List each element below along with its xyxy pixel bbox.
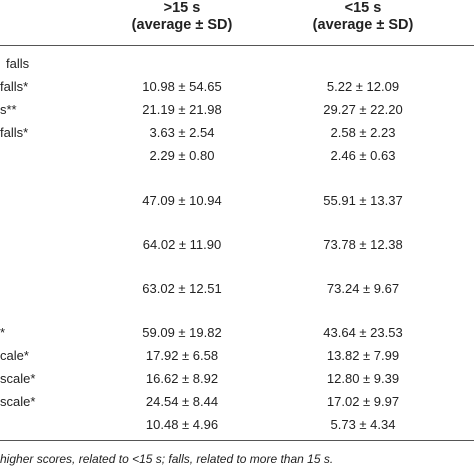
table-cell-over-15s: 10.98 ± 54.65 — [142, 79, 222, 94]
row-label: s** — [0, 102, 17, 117]
column-header-under-15s: <15 s (average ± SD) — [283, 0, 443, 34]
row-label: falls* — [0, 125, 29, 140]
table-cell-over-15s: 59.09 ± 19.82 — [142, 325, 222, 340]
table-cell-under-15s: 5.73 ± 4.34 — [330, 417, 396, 432]
row-label: scale* — [0, 394, 36, 409]
table-cell-over-15s: 47.09 ± 10.94 — [142, 193, 222, 208]
table-cell-under-15s: 12.80 ± 9.39 — [326, 371, 400, 386]
table-bottom-rule — [0, 440, 474, 441]
table-cell-over-15s: 3.63 ± 2.54 — [149, 125, 215, 140]
table-cell-under-15s: 13.82 ± 7.99 — [326, 348, 400, 363]
row-label: cale* — [0, 348, 29, 363]
row-label: scale* — [0, 371, 36, 386]
table-cell-under-15s: 2.46 ± 0.63 — [330, 148, 396, 163]
column-subtitle-under-15s: (average ± SD) — [312, 17, 414, 33]
table-cell-under-15s: 43.64 ± 23.53 — [323, 325, 403, 340]
table-cell-under-15s: 2.58 ± 2.23 — [330, 125, 396, 140]
row-label: * — [0, 325, 6, 340]
row-label: falls* — [0, 79, 29, 94]
table-cell-under-15s: 29.27 ± 22.20 — [323, 102, 403, 117]
table-cell-under-15s: 17.02 ± 9.97 — [326, 394, 400, 409]
table-cell-over-15s: 24.54 ± 8.44 — [145, 394, 219, 409]
table-cell-over-15s: 64.02 ± 11.90 — [142, 237, 222, 252]
section-label: falls — [6, 56, 30, 71]
column-title-under-15s: <15 s — [344, 0, 382, 16]
table-cell-under-15s: 5.22 ± 12.09 — [326, 79, 400, 94]
column-subtitle-over-15s: (average ± SD) — [131, 17, 233, 33]
table-cell-over-15s: 2.29 ± 0.80 — [149, 148, 215, 163]
table-cell-under-15s: 73.24 ± 9.67 — [326, 281, 400, 296]
column-header-over-15s: >15 s (average ± SD) — [102, 0, 262, 34]
table-cell-over-15s: 63.02 ± 12.51 — [142, 281, 222, 296]
table-cell-over-15s: 16.62 ± 8.92 — [145, 371, 219, 386]
table-cell-over-15s: 21.19 ± 21.98 — [142, 102, 222, 117]
table-cell-over-15s: 17.92 ± 6.58 — [145, 348, 219, 363]
table-cell-under-15s: 73.78 ± 12.38 — [323, 237, 403, 252]
table-cell-over-15s: 10.48 ± 4.96 — [145, 417, 219, 432]
table-cell-under-15s: 55.91 ± 13.37 — [323, 193, 403, 208]
table-footnote: higher scores, related to <15 s; falls, … — [0, 452, 334, 466]
column-title-over-15s: >15 s — [163, 0, 201, 16]
header-rule — [0, 45, 474, 46]
